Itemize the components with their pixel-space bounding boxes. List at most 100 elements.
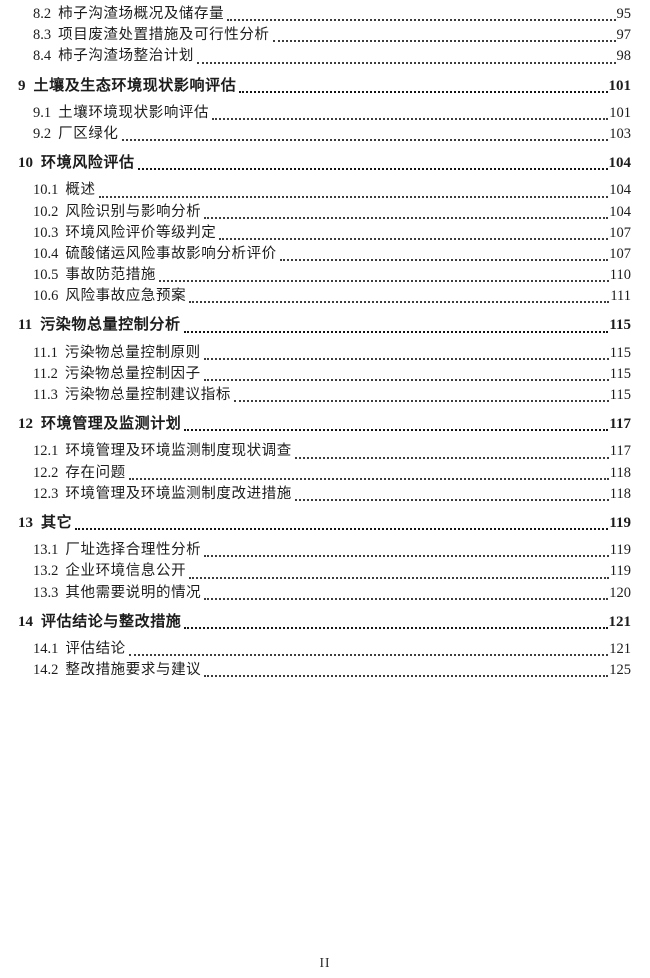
dot-leader	[272, 40, 616, 43]
toc-entry-title: 厂区绿化	[58, 125, 119, 142]
toc-entry-number: 13.2	[33, 563, 59, 580]
toc-entry-page: 98	[616, 48, 632, 65]
toc-entry-number: 14	[18, 613, 33, 630]
toc-entry: 10.2 风险识别与影响分析 104	[0, 202, 631, 223]
toc-entry-number: 13.3	[33, 584, 59, 601]
toc-entry-page: 121	[608, 613, 632, 630]
toc-entry: 10.6 风险事故应急预案 111	[0, 286, 631, 307]
toc-entry-page: 115	[609, 344, 631, 361]
toc-entry-page: 125	[609, 662, 631, 679]
toc-entry-title: 土壤环境现状影响评估	[58, 104, 210, 121]
toc-entry-page: 110	[609, 267, 631, 284]
toc-entry-title: 柿子沟渣场概况及储存量	[58, 6, 225, 22]
dot-leader	[204, 555, 609, 558]
dot-leader	[239, 90, 608, 93]
toc-entry: 13.3 其他需要说明的情况 120	[0, 583, 631, 604]
toc-entry-page: 101	[609, 104, 631, 121]
dot-leader	[279, 259, 609, 262]
dot-leader	[98, 195, 609, 198]
toc-entry-number: 10.6	[33, 288, 59, 305]
toc-entry-number: 10.3	[33, 224, 59, 241]
toc-entry-title: 环境风险评估	[41, 155, 135, 172]
toc-entry-number: 8.3	[33, 27, 52, 44]
toc-entry-title: 污染物总量控制因子	[64, 365, 201, 382]
dot-leader	[128, 477, 609, 480]
toc-entry-title: 风险识别与影响分析	[65, 203, 202, 220]
toc-entry-page: 104	[609, 203, 631, 220]
toc-entry-title: 其他需要说明的情况	[65, 584, 202, 601]
toc-entry-number: 14.2	[33, 662, 59, 679]
dot-leader	[294, 456, 609, 459]
toc-list: 8.2 柿子沟渣场概况及储存量 95 8.3 项目废渣处置措施及可行性分析 97…	[0, 6, 632, 679]
toc-entry-title: 土壤及生态环境现状影响评估	[33, 77, 237, 94]
dot-leader	[75, 528, 609, 531]
toc-entry-page: 118	[609, 485, 631, 502]
toc-entry: 10.3 环境风险评价等级判定 107	[0, 223, 631, 244]
dot-leader	[204, 675, 609, 678]
toc-entry-number: 12.1	[33, 443, 59, 460]
dot-leader	[128, 654, 609, 657]
toc-entry-page: 97	[616, 27, 632, 44]
toc-entry-title: 污染物总量控制原则	[64, 344, 201, 361]
dot-leader	[204, 597, 609, 600]
toc-entry-title: 污染物总量控制建议指标	[64, 387, 231, 403]
dot-leader	[137, 168, 608, 171]
dot-leader	[183, 330, 609, 333]
toc-entry-number: 10.2	[33, 203, 59, 220]
toc-entry-title: 风险事故应急预案	[65, 288, 187, 305]
toc-entry-title: 整改措施要求与建议	[65, 662, 202, 679]
toc-entry-number: 14.1	[33, 640, 59, 657]
toc-entry: 12.3 环境管理及环境监测制度改进措施 118	[0, 484, 631, 505]
dot-leader	[219, 237, 609, 240]
dot-leader	[203, 379, 609, 381]
toc-entry: 13.2 企业环境信息公开 119	[0, 561, 631, 582]
toc-entry-title: 环境管理及环境监测制度现状调查	[65, 443, 292, 460]
toc-entry-title: 项目废渣处置措施及可行性分析	[58, 27, 270, 44]
toc-entry-number: 12.2	[33, 464, 59, 481]
toc-entry: 8.3 项目废渣处置措施及可行性分析 97	[0, 25, 631, 46]
toc-entry: 9.1 土壤环境现状影响评估 101	[0, 103, 631, 124]
toc-entry-page: 117	[609, 443, 631, 460]
toc-entry-page: 115	[609, 317, 631, 334]
toc-entry-number: 11.3	[33, 387, 58, 403]
toc-entry-title: 污染物总量控制分析	[40, 317, 181, 334]
toc-entry-number: 12.3	[33, 485, 59, 502]
toc-entry-page: 107	[609, 224, 631, 241]
toc-entry: 11 污染物总量控制分析 115	[0, 315, 631, 336]
toc-entry-number: 11	[18, 317, 33, 334]
toc-entry: 12.1 环境管理及环境监测制度现状调查 117	[0, 441, 631, 462]
toc-entry: 11.1 污染物总量控制原则 115	[0, 343, 631, 364]
page-footer-number: II	[319, 955, 331, 970]
toc-entry-title: 环境管理及监测计划	[41, 416, 182, 433]
toc-entry-number: 11.2	[33, 365, 58, 382]
toc-entry-number: 10.4	[33, 245, 59, 262]
toc-entry-page: 120	[609, 584, 631, 601]
toc-entry-page: 95	[616, 6, 632, 22]
toc-entry-title: 概述	[65, 182, 96, 199]
toc-entry-page: 103	[609, 125, 631, 142]
toc-entry-number: 9.2	[33, 125, 52, 142]
toc-entry-number: 13	[18, 514, 33, 531]
toc-entry-page: 107	[609, 245, 631, 262]
toc-entry-page: 119	[609, 514, 631, 531]
dot-leader	[189, 301, 610, 304]
toc-entry-title: 评估结论与整改措施	[41, 613, 182, 630]
dot-leader	[204, 216, 609, 219]
toc-entry-page: 101	[608, 77, 632, 94]
dot-leader	[189, 576, 609, 579]
dot-leader	[184, 429, 609, 432]
dot-leader	[227, 19, 616, 22]
toc-entry: 11.3 污染物总量控制建议指标 115	[0, 385, 631, 406]
dot-leader	[158, 280, 609, 283]
toc-entry-page: 115	[609, 365, 631, 382]
toc-entry-number: 10.5	[33, 267, 59, 284]
toc-entry-page: 104	[608, 155, 632, 172]
toc-entry: 10.4 硫酸储运风险事故影响分析评价 107	[0, 244, 631, 265]
toc-entry-title: 存在问题	[65, 464, 126, 481]
toc-entry-page: 119	[609, 563, 631, 580]
dot-leader	[121, 139, 609, 142]
toc-entry: 10 环境风险评估 104	[0, 153, 631, 174]
dot-leader	[184, 626, 608, 629]
toc-entry: 13.1 厂址选择合理性分析 119	[0, 540, 631, 561]
toc-entry-number: 10	[18, 155, 33, 172]
